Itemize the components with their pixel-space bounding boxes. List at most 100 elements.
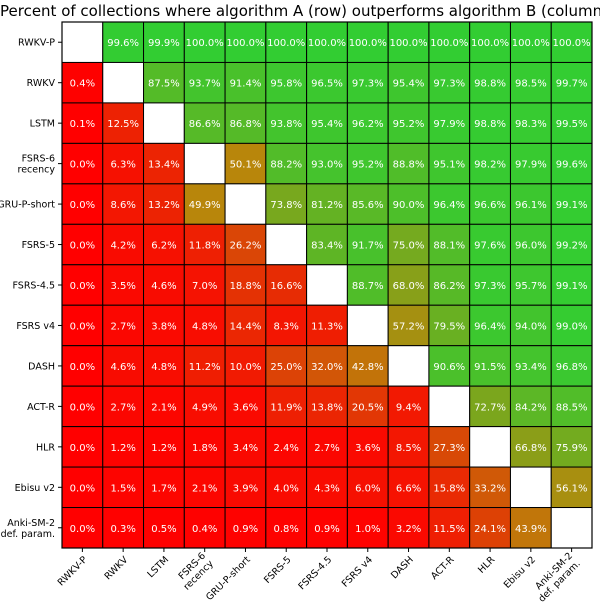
- heatmap-cell: [469, 304, 511, 347]
- cell-value-label: 0.5%: [151, 524, 176, 535]
- cell-value-label: 91.7%: [352, 241, 384, 252]
- svg-text:DASH: DASH: [389, 554, 416, 581]
- cell-value-label: 97.3%: [474, 281, 506, 292]
- cell-value-label: 2.7%: [110, 402, 135, 413]
- cell-value-label: 43.9%: [515, 524, 547, 535]
- row-label: RWKV-P: [18, 38, 55, 49]
- cell-value-label: 0.0%: [70, 483, 95, 494]
- column-label: GRU-P-short: [204, 554, 253, 603]
- heatmap-cell: [428, 426, 471, 468]
- cell-value-label: 96.1%: [515, 200, 547, 211]
- cell-value-label: 100.0%: [430, 38, 468, 49]
- cell-value-label: 2.1%: [192, 483, 217, 494]
- heatmap-cell: [265, 142, 308, 185]
- cell-value-label: 95.7%: [515, 281, 547, 292]
- heatmap-cell: [346, 21, 389, 63]
- cell-value-label: 20.5%: [352, 402, 384, 413]
- cell-value-label: 93.7%: [189, 79, 221, 90]
- heatmap-cell: [183, 183, 226, 225]
- cell-value-label: 100.0%: [512, 38, 550, 49]
- heatmap-cell: [550, 102, 593, 144]
- heatmap-cell: [143, 142, 185, 185]
- cell-value-label: 98.3%: [515, 119, 547, 130]
- cell-value-label: 83.4%: [311, 241, 343, 252]
- column-label: RWKV-P: [56, 554, 90, 588]
- cell-value-label: 50.1%: [230, 160, 262, 171]
- cell-value-label: 11.5%: [433, 524, 465, 535]
- cell-value-label: 93.0%: [311, 160, 343, 171]
- cell-value-label: 96.0%: [515, 241, 547, 252]
- cell-value-label: 100.0%: [267, 38, 305, 49]
- heatmap-cell: [183, 264, 226, 306]
- cell-value-label: 98.5%: [515, 79, 547, 90]
- cell-value-label: 3.5%: [110, 281, 135, 292]
- cell-value-label: 91.5%: [474, 362, 506, 373]
- cell-value-label: 9.4%: [396, 402, 421, 413]
- cell-value-label: 0.0%: [70, 362, 95, 373]
- heatmap-cell: [183, 223, 226, 266]
- heatmap-cell: [428, 507, 471, 549]
- heatmap-cell: [550, 345, 593, 387]
- column-label: Ebisu v2: [502, 554, 538, 590]
- heatmap-cell: [265, 102, 308, 144]
- heatmap-cell: [102, 426, 145, 468]
- heatmap-cell: [306, 183, 348, 225]
- cell-value-label: 0.4%: [70, 79, 95, 90]
- heatmap-cell: [469, 142, 511, 185]
- cell-value-label: 32.0%: [311, 362, 343, 373]
- cell-value-label: 79.5%: [433, 321, 465, 332]
- heatmap-cell: [143, 223, 185, 266]
- cell-value-label: 0.0%: [70, 281, 95, 292]
- cell-value-label: 100.0%: [389, 38, 427, 49]
- cell-value-label: 94.0%: [515, 321, 547, 332]
- heatmap-cell: [143, 183, 185, 225]
- cell-value-label: 96.4%: [433, 200, 465, 211]
- cell-value-label: 2.4%: [274, 443, 299, 454]
- cell-value-label: 99.2%: [556, 241, 588, 252]
- cell-value-label: 11.3%: [311, 321, 343, 332]
- cell-value-label: 10.0%: [230, 362, 262, 373]
- cell-value-label: 95.4%: [311, 119, 343, 130]
- cell-value-label: 99.9%: [148, 38, 180, 49]
- cell-value-label: 0.1%: [70, 119, 95, 130]
- cell-value-label: 98.8%: [474, 79, 506, 90]
- heatmap-cell: [183, 466, 226, 509]
- cell-value-label: 2.1%: [151, 402, 176, 413]
- heatmap-cell: [387, 21, 430, 63]
- heatmap-cell: [265, 507, 308, 549]
- row-label: RWKV: [27, 78, 56, 89]
- svg-text:FSRS-6recency: FSRS-6recency: [174, 550, 216, 592]
- cell-value-label: 4.6%: [110, 362, 135, 373]
- heatmap-cell: [265, 183, 308, 225]
- cell-value-label: 97.3%: [433, 79, 465, 90]
- heatmap-cell-empty: [102, 61, 145, 104]
- cell-value-label: 3.2%: [396, 524, 421, 535]
- cell-value-label: 2.7%: [314, 443, 339, 454]
- heatmap-cell: [346, 61, 389, 104]
- heatmap-cell-empty: [143, 102, 185, 144]
- svg-text:HLR: HLR: [476, 554, 498, 576]
- cell-value-label: 13.8%: [311, 402, 343, 413]
- cell-value-label: 24.1%: [474, 524, 506, 535]
- heatmap-cell: [102, 223, 145, 266]
- heatmap-cell: [102, 183, 145, 225]
- cell-value-label: 66.8%: [515, 443, 547, 454]
- heatmap-cell: [346, 385, 389, 428]
- svg-text:GRU-P-short: GRU-P-short: [204, 554, 253, 603]
- heatmap-cell: [306, 466, 348, 509]
- cell-value-label: 26.2%: [230, 241, 262, 252]
- cell-value-label: 93.4%: [515, 362, 547, 373]
- heatmap-cell: [387, 507, 430, 549]
- cell-value-label: 97.9%: [433, 119, 465, 130]
- cell-value-label: 86.2%: [433, 281, 465, 292]
- cell-value-label: 0.0%: [70, 241, 95, 252]
- cell-value-label: 75.0%: [393, 241, 425, 252]
- heatmap-cell: [306, 426, 348, 468]
- column-label: ACT-R: [429, 554, 457, 582]
- heatmap-cell-empty: [387, 345, 430, 387]
- column-label: RWKV: [103, 554, 131, 582]
- heatmap-cell: [61, 304, 104, 347]
- cell-value-label: 99.1%: [556, 281, 588, 292]
- heatmap-cell: [346, 102, 389, 144]
- heatmap-cell: [224, 385, 267, 428]
